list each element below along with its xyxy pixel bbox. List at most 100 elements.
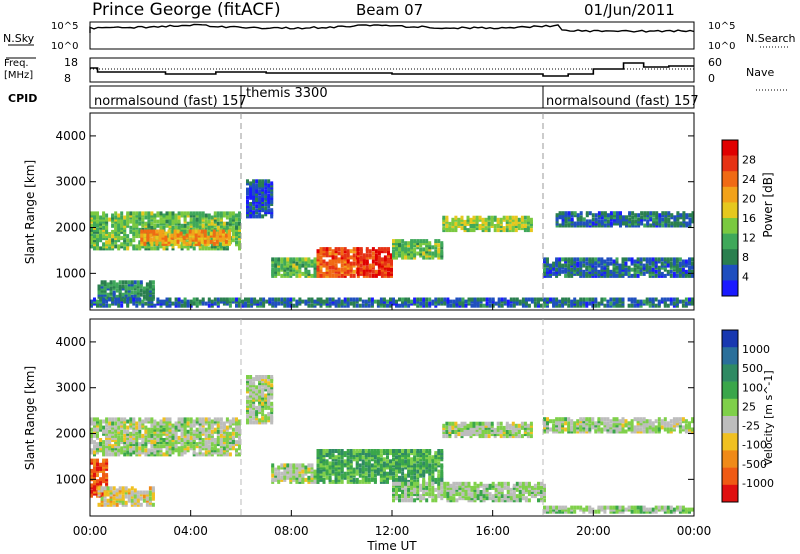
power-cell (277, 301, 281, 306)
velocity-cell (231, 419, 235, 424)
velocity-cell (431, 463, 435, 468)
power-cell (473, 303, 477, 308)
velocity-cell (204, 433, 208, 438)
power-cell (241, 303, 244, 308)
power-cell (150, 213, 154, 218)
velocity-cell (431, 465, 435, 470)
power-cell (218, 231, 222, 236)
velocity-cell (389, 461, 392, 466)
power-cell (561, 299, 565, 304)
power-cell (322, 251, 326, 256)
velocity-cell (304, 469, 308, 474)
power-cell (216, 225, 220, 230)
velocity-cell (123, 438, 127, 442)
power-cell (558, 299, 562, 304)
velocity-cell (461, 496, 465, 501)
velocity-cell (118, 486, 122, 491)
velocity-cell (162, 427, 166, 432)
power-cell (633, 269, 637, 274)
velocity-cell (428, 471, 432, 476)
power-cell (585, 301, 589, 306)
velocity-cell (316, 473, 320, 478)
power-cell (197, 241, 201, 246)
velocity-cell (151, 488, 155, 493)
velocity-cell (530, 490, 534, 494)
power-cell (146, 229, 150, 234)
power-cell (145, 288, 149, 293)
power-cell (349, 297, 353, 302)
velocity-cell (132, 433, 136, 438)
velocity-cell (367, 465, 371, 470)
velocity-cell (99, 423, 103, 428)
velocity-cell (213, 438, 217, 442)
velocity-cell (395, 481, 398, 486)
velocity-cell (404, 492, 408, 497)
power-cell (270, 187, 274, 192)
power-cell (606, 257, 610, 262)
velocity-cell (428, 481, 432, 486)
velocity-cell (500, 485, 504, 490)
power-cell (362, 271, 366, 276)
velocity-cell (286, 465, 290, 470)
power-cell (367, 297, 371, 302)
power-cell (380, 247, 384, 252)
power-cell (594, 261, 598, 266)
velocity-cell (413, 467, 417, 472)
power-cell (633, 259, 637, 264)
velocity-cell (141, 423, 145, 428)
power-cell (490, 217, 494, 222)
velocity-cell (183, 450, 187, 455)
velocity-cell (186, 438, 190, 442)
power-cell (194, 231, 198, 236)
velocity-cell (238, 429, 241, 434)
velocity-cell (395, 461, 398, 466)
power-cell (120, 299, 124, 304)
power-cell (395, 239, 398, 244)
velocity-cell (361, 455, 365, 460)
velocity-cell (231, 446, 235, 451)
velocity-cell (258, 405, 262, 410)
power-cell (349, 261, 353, 266)
power-cell (301, 257, 305, 262)
power-cell (340, 255, 344, 260)
power-cell (150, 211, 154, 216)
power-cell (549, 297, 552, 302)
velocity-cell (255, 375, 259, 379)
velocity-cell (108, 444, 112, 449)
power-cell (138, 211, 142, 216)
velocity-cell (389, 475, 392, 480)
power-cell (152, 231, 156, 236)
power-cell (108, 232, 112, 236)
power-cell (368, 269, 372, 274)
velocity-cell (472, 421, 476, 426)
velocity-cell (102, 440, 106, 445)
velocity-cell (386, 449, 389, 453)
power-cell (164, 235, 168, 240)
power-cell (156, 219, 160, 224)
power-colorbar-frame (721, 139, 739, 297)
power-cell (186, 225, 190, 230)
power-cell (130, 294, 134, 299)
power-cell (177, 219, 181, 224)
power-cell (153, 303, 157, 308)
power-cell (691, 297, 694, 302)
velocity-cell (201, 419, 205, 424)
power-cell (374, 271, 378, 276)
power-cell (549, 299, 552, 304)
power-cell (144, 223, 148, 228)
power-cell (186, 303, 190, 308)
power-cell (197, 235, 201, 240)
velocity-cell (96, 427, 99, 432)
velocity-cell (428, 465, 432, 470)
power-cell (585, 261, 589, 266)
power-cell (451, 217, 455, 222)
power-cell (227, 241, 231, 246)
power-cell (588, 259, 592, 264)
velocity-cell (117, 417, 121, 422)
power-cell (147, 221, 151, 226)
power-cell (648, 257, 652, 262)
power-cell (216, 303, 220, 308)
freq-unit: [MHz] (4, 70, 33, 81)
velocity-cell (461, 492, 465, 497)
power-cell (203, 229, 207, 234)
